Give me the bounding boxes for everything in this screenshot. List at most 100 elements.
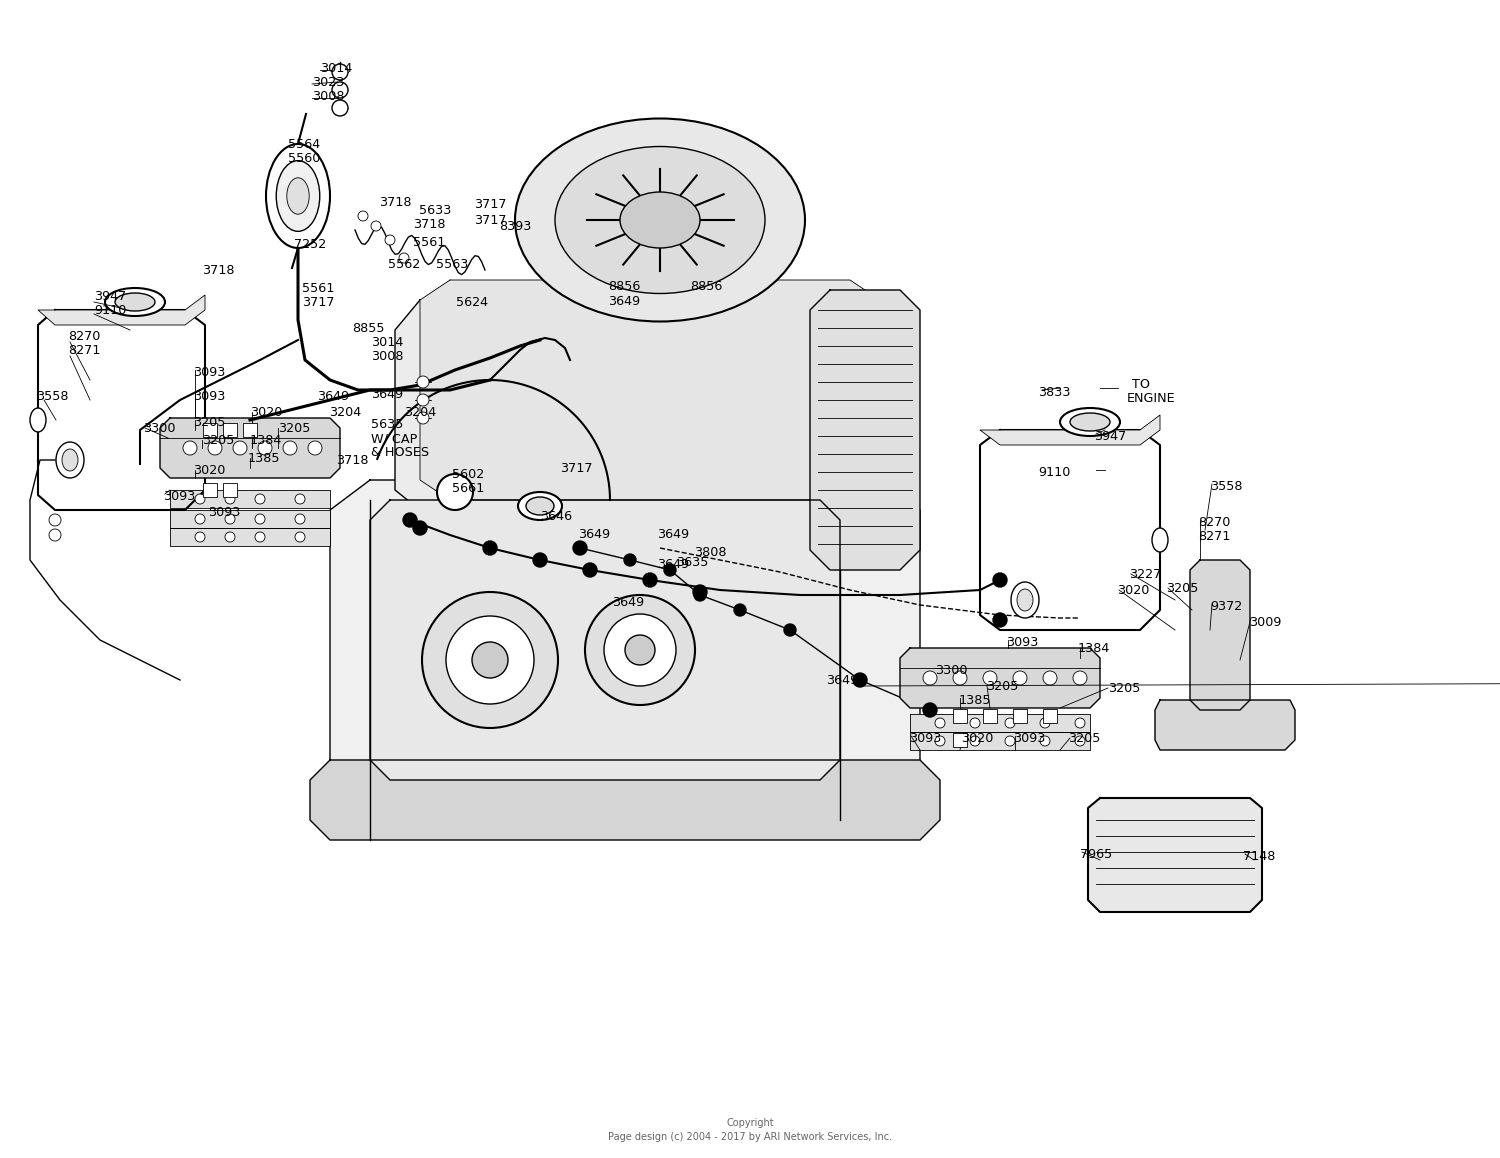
Circle shape bbox=[694, 589, 706, 601]
Text: 3717: 3717 bbox=[474, 198, 507, 211]
Text: 3205: 3205 bbox=[1108, 682, 1140, 695]
Bar bbox=[224, 483, 237, 497]
Ellipse shape bbox=[585, 595, 694, 705]
Ellipse shape bbox=[922, 670, 938, 686]
Text: 3093: 3093 bbox=[209, 506, 240, 519]
Ellipse shape bbox=[952, 670, 968, 686]
Circle shape bbox=[413, 521, 428, 535]
Polygon shape bbox=[1088, 798, 1262, 913]
Text: 3205: 3205 bbox=[278, 422, 310, 435]
Ellipse shape bbox=[255, 494, 266, 504]
Polygon shape bbox=[1155, 699, 1294, 750]
Bar bbox=[224, 423, 237, 437]
Ellipse shape bbox=[225, 514, 236, 525]
Polygon shape bbox=[910, 714, 1090, 732]
Ellipse shape bbox=[1005, 736, 1016, 746]
Ellipse shape bbox=[1072, 670, 1088, 686]
Text: 3833: 3833 bbox=[1038, 386, 1071, 400]
Text: 3204: 3204 bbox=[328, 406, 362, 419]
Ellipse shape bbox=[982, 670, 998, 686]
Text: 5624: 5624 bbox=[456, 296, 488, 309]
Ellipse shape bbox=[934, 736, 945, 746]
Polygon shape bbox=[170, 490, 330, 508]
Ellipse shape bbox=[30, 408, 46, 432]
Text: 1385: 1385 bbox=[248, 452, 280, 466]
Text: 5561: 5561 bbox=[302, 283, 334, 295]
Bar bbox=[1013, 709, 1028, 723]
Polygon shape bbox=[1190, 560, 1250, 710]
Polygon shape bbox=[160, 418, 340, 478]
Polygon shape bbox=[370, 500, 840, 780]
Circle shape bbox=[664, 564, 676, 576]
Text: 3649: 3649 bbox=[827, 674, 858, 687]
Text: 3718: 3718 bbox=[336, 454, 369, 467]
Ellipse shape bbox=[255, 532, 266, 542]
Ellipse shape bbox=[604, 614, 676, 686]
Circle shape bbox=[734, 604, 746, 616]
Ellipse shape bbox=[1076, 718, 1084, 728]
Text: 8270: 8270 bbox=[1198, 516, 1230, 529]
Text: 5562: 5562 bbox=[388, 258, 420, 271]
Circle shape bbox=[574, 542, 586, 554]
Circle shape bbox=[624, 554, 636, 566]
Text: 3646: 3646 bbox=[540, 510, 572, 523]
Text: 9110: 9110 bbox=[1038, 466, 1071, 479]
Text: 9372: 9372 bbox=[1210, 600, 1242, 613]
Text: 5635: 5635 bbox=[370, 418, 404, 431]
Text: 5560: 5560 bbox=[288, 152, 321, 164]
Bar bbox=[952, 709, 968, 723]
Ellipse shape bbox=[258, 441, 272, 455]
Text: 3717: 3717 bbox=[474, 214, 507, 227]
Text: 3205: 3205 bbox=[986, 680, 1018, 692]
Text: 3204: 3204 bbox=[404, 406, 436, 419]
Ellipse shape bbox=[105, 288, 165, 316]
Text: 5561: 5561 bbox=[413, 236, 446, 249]
Ellipse shape bbox=[116, 293, 154, 312]
Text: 8856: 8856 bbox=[690, 280, 723, 293]
Text: 8855: 8855 bbox=[352, 322, 384, 335]
Polygon shape bbox=[810, 290, 919, 570]
Text: 3020: 3020 bbox=[1118, 584, 1149, 598]
Circle shape bbox=[404, 513, 417, 527]
Ellipse shape bbox=[399, 252, 410, 263]
Ellipse shape bbox=[332, 64, 348, 80]
Text: 3718: 3718 bbox=[413, 218, 446, 230]
Ellipse shape bbox=[1152, 528, 1168, 552]
Text: 5661: 5661 bbox=[452, 482, 484, 494]
Ellipse shape bbox=[286, 178, 309, 214]
Ellipse shape bbox=[296, 494, 304, 504]
Text: 3014: 3014 bbox=[320, 63, 352, 75]
Text: 5563: 5563 bbox=[436, 258, 468, 271]
Text: 3718: 3718 bbox=[380, 196, 411, 208]
Ellipse shape bbox=[970, 718, 980, 728]
Text: 3205: 3205 bbox=[1068, 732, 1101, 745]
Text: 3205: 3205 bbox=[202, 434, 234, 447]
Ellipse shape bbox=[934, 718, 945, 728]
Text: 8271: 8271 bbox=[68, 344, 100, 357]
Ellipse shape bbox=[183, 441, 196, 455]
Polygon shape bbox=[394, 300, 900, 510]
Ellipse shape bbox=[1076, 736, 1084, 746]
Ellipse shape bbox=[1005, 718, 1016, 728]
Text: 3649: 3649 bbox=[608, 295, 640, 308]
Circle shape bbox=[922, 703, 938, 717]
Circle shape bbox=[993, 613, 1006, 626]
Ellipse shape bbox=[417, 376, 429, 388]
Ellipse shape bbox=[50, 529, 62, 541]
Text: 8856: 8856 bbox=[608, 280, 640, 293]
Ellipse shape bbox=[1042, 670, 1058, 686]
Ellipse shape bbox=[386, 235, 394, 245]
Polygon shape bbox=[980, 415, 1160, 445]
Polygon shape bbox=[38, 310, 206, 510]
Circle shape bbox=[532, 554, 548, 567]
Ellipse shape bbox=[422, 592, 558, 728]
Ellipse shape bbox=[370, 221, 381, 230]
Ellipse shape bbox=[1040, 736, 1050, 746]
Ellipse shape bbox=[62, 449, 78, 471]
Text: 3300: 3300 bbox=[934, 664, 968, 677]
Ellipse shape bbox=[296, 532, 304, 542]
Text: 1384: 1384 bbox=[251, 434, 282, 447]
Circle shape bbox=[644, 573, 657, 587]
Ellipse shape bbox=[255, 514, 266, 525]
Text: 3649: 3649 bbox=[316, 390, 350, 403]
